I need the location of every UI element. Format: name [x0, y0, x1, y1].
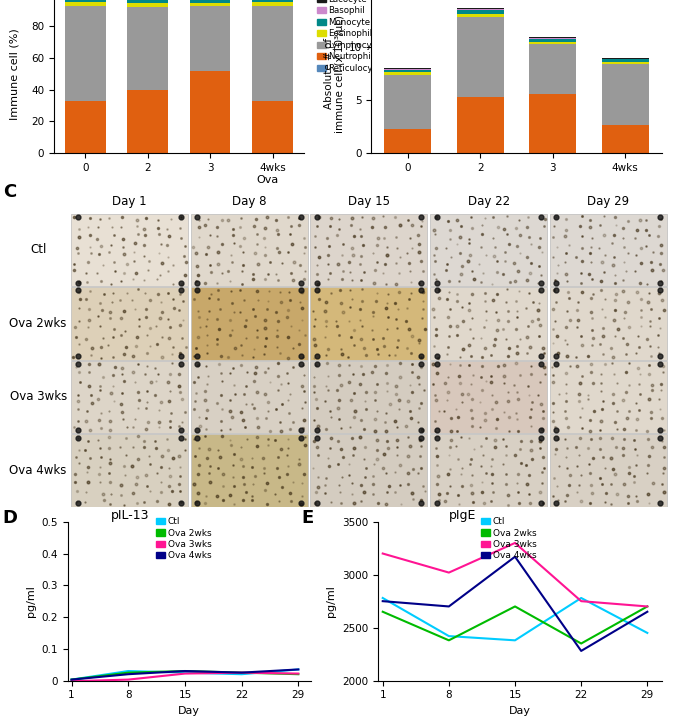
- Bar: [456, 9, 504, 10]
- Text: C: C: [3, 183, 17, 201]
- Text: Ova 3wks: Ova 3wks: [9, 390, 67, 403]
- Bar: [529, 37, 576, 38]
- Bar: [430, 361, 547, 433]
- Bar: [601, 59, 649, 62]
- Bar: [310, 287, 427, 360]
- Bar: [71, 214, 188, 286]
- Bar: [190, 0, 230, 3]
- Bar: [601, 62, 649, 64]
- Bar: [384, 72, 431, 75]
- Bar: [190, 7, 230, 71]
- Text: pIgE: pIgE: [449, 509, 477, 522]
- Bar: [190, 287, 308, 360]
- Bar: [456, 97, 504, 153]
- Legend: Lucocyte, Basophil, Monocyte, Eosinophil, Lymphocyte, Neutrophil, Reticulocyte: Lucocyte, Basophil, Monocyte, Eosinophil…: [314, 0, 385, 77]
- Bar: [65, 2, 105, 7]
- X-axis label: Day: Day: [178, 706, 200, 716]
- Bar: [65, 101, 105, 153]
- Bar: [456, 10, 504, 14]
- Bar: [190, 71, 230, 153]
- Bar: [550, 214, 667, 286]
- Y-axis label: Immune cell (%): Immune cell (%): [9, 28, 19, 119]
- Bar: [384, 129, 431, 153]
- Bar: [601, 64, 649, 125]
- Bar: [310, 434, 427, 507]
- Bar: [384, 70, 431, 72]
- Text: Day 29: Day 29: [587, 195, 630, 208]
- Bar: [128, 7, 168, 90]
- Bar: [550, 287, 667, 360]
- Bar: [65, 7, 105, 101]
- Bar: [601, 125, 649, 153]
- Bar: [384, 75, 431, 129]
- Bar: [456, 14, 504, 17]
- Bar: [529, 38, 576, 42]
- Bar: [430, 214, 547, 286]
- Y-axis label: pg/ml: pg/ml: [327, 585, 336, 617]
- Text: Ova 2wks: Ova 2wks: [9, 317, 67, 330]
- Text: Day 15: Day 15: [348, 195, 390, 208]
- Bar: [71, 434, 188, 507]
- Bar: [456, 8, 504, 9]
- X-axis label: Day: Day: [509, 706, 531, 716]
- Bar: [190, 3, 230, 7]
- Legend: Lucocyte, Basophil, Monocyte, Eosinophil, Lymphocyte, Neutrophil: Lucocyte, Basophil, Monocyte, Eosinophil…: [673, 0, 675, 65]
- Bar: [71, 287, 188, 360]
- Y-axis label: pg/ml: pg/ml: [26, 585, 36, 617]
- Bar: [252, 0, 293, 2]
- Bar: [128, 3, 168, 7]
- Bar: [529, 42, 576, 44]
- Bar: [128, 0, 168, 3]
- Bar: [190, 361, 308, 433]
- Text: E: E: [302, 509, 314, 527]
- Bar: [384, 68, 431, 70]
- Text: Ova 4wks: Ova 4wks: [9, 464, 67, 477]
- Text: D: D: [2, 509, 17, 527]
- Bar: [190, 434, 308, 507]
- Bar: [456, 17, 504, 97]
- Bar: [128, 90, 168, 153]
- Text: Ctl: Ctl: [30, 243, 47, 256]
- Bar: [310, 361, 427, 433]
- Bar: [550, 361, 667, 433]
- Legend: Ctl, Ova 2wks, Ova 3wks, Ova 4wks: Ctl, Ova 2wks, Ova 3wks, Ova 4wks: [477, 514, 540, 564]
- Bar: [529, 44, 576, 94]
- Bar: [71, 361, 188, 433]
- Bar: [430, 287, 547, 360]
- Bar: [252, 7, 293, 101]
- Bar: [310, 214, 427, 286]
- Text: Day 1: Day 1: [112, 195, 146, 208]
- Bar: [190, 214, 308, 286]
- Bar: [529, 94, 576, 153]
- Text: pIL-13: pIL-13: [111, 509, 150, 522]
- Bar: [430, 434, 547, 507]
- Text: Day 22: Day 22: [468, 195, 510, 208]
- Bar: [601, 58, 649, 59]
- Legend: Ctl, Ova 2wks, Ova 3wks, Ova 4wks: Ctl, Ova 2wks, Ova 3wks, Ova 4wks: [153, 514, 215, 564]
- Bar: [550, 434, 667, 507]
- Text: Day 8: Day 8: [232, 195, 267, 208]
- Bar: [252, 2, 293, 7]
- Y-axis label: Absolute # of
immune cell (x 10³/µL): Absolute # of immune cell (x 10³/µL): [324, 14, 346, 132]
- Text: Ova: Ova: [256, 175, 278, 185]
- Bar: [65, 0, 105, 2]
- Bar: [252, 101, 293, 153]
